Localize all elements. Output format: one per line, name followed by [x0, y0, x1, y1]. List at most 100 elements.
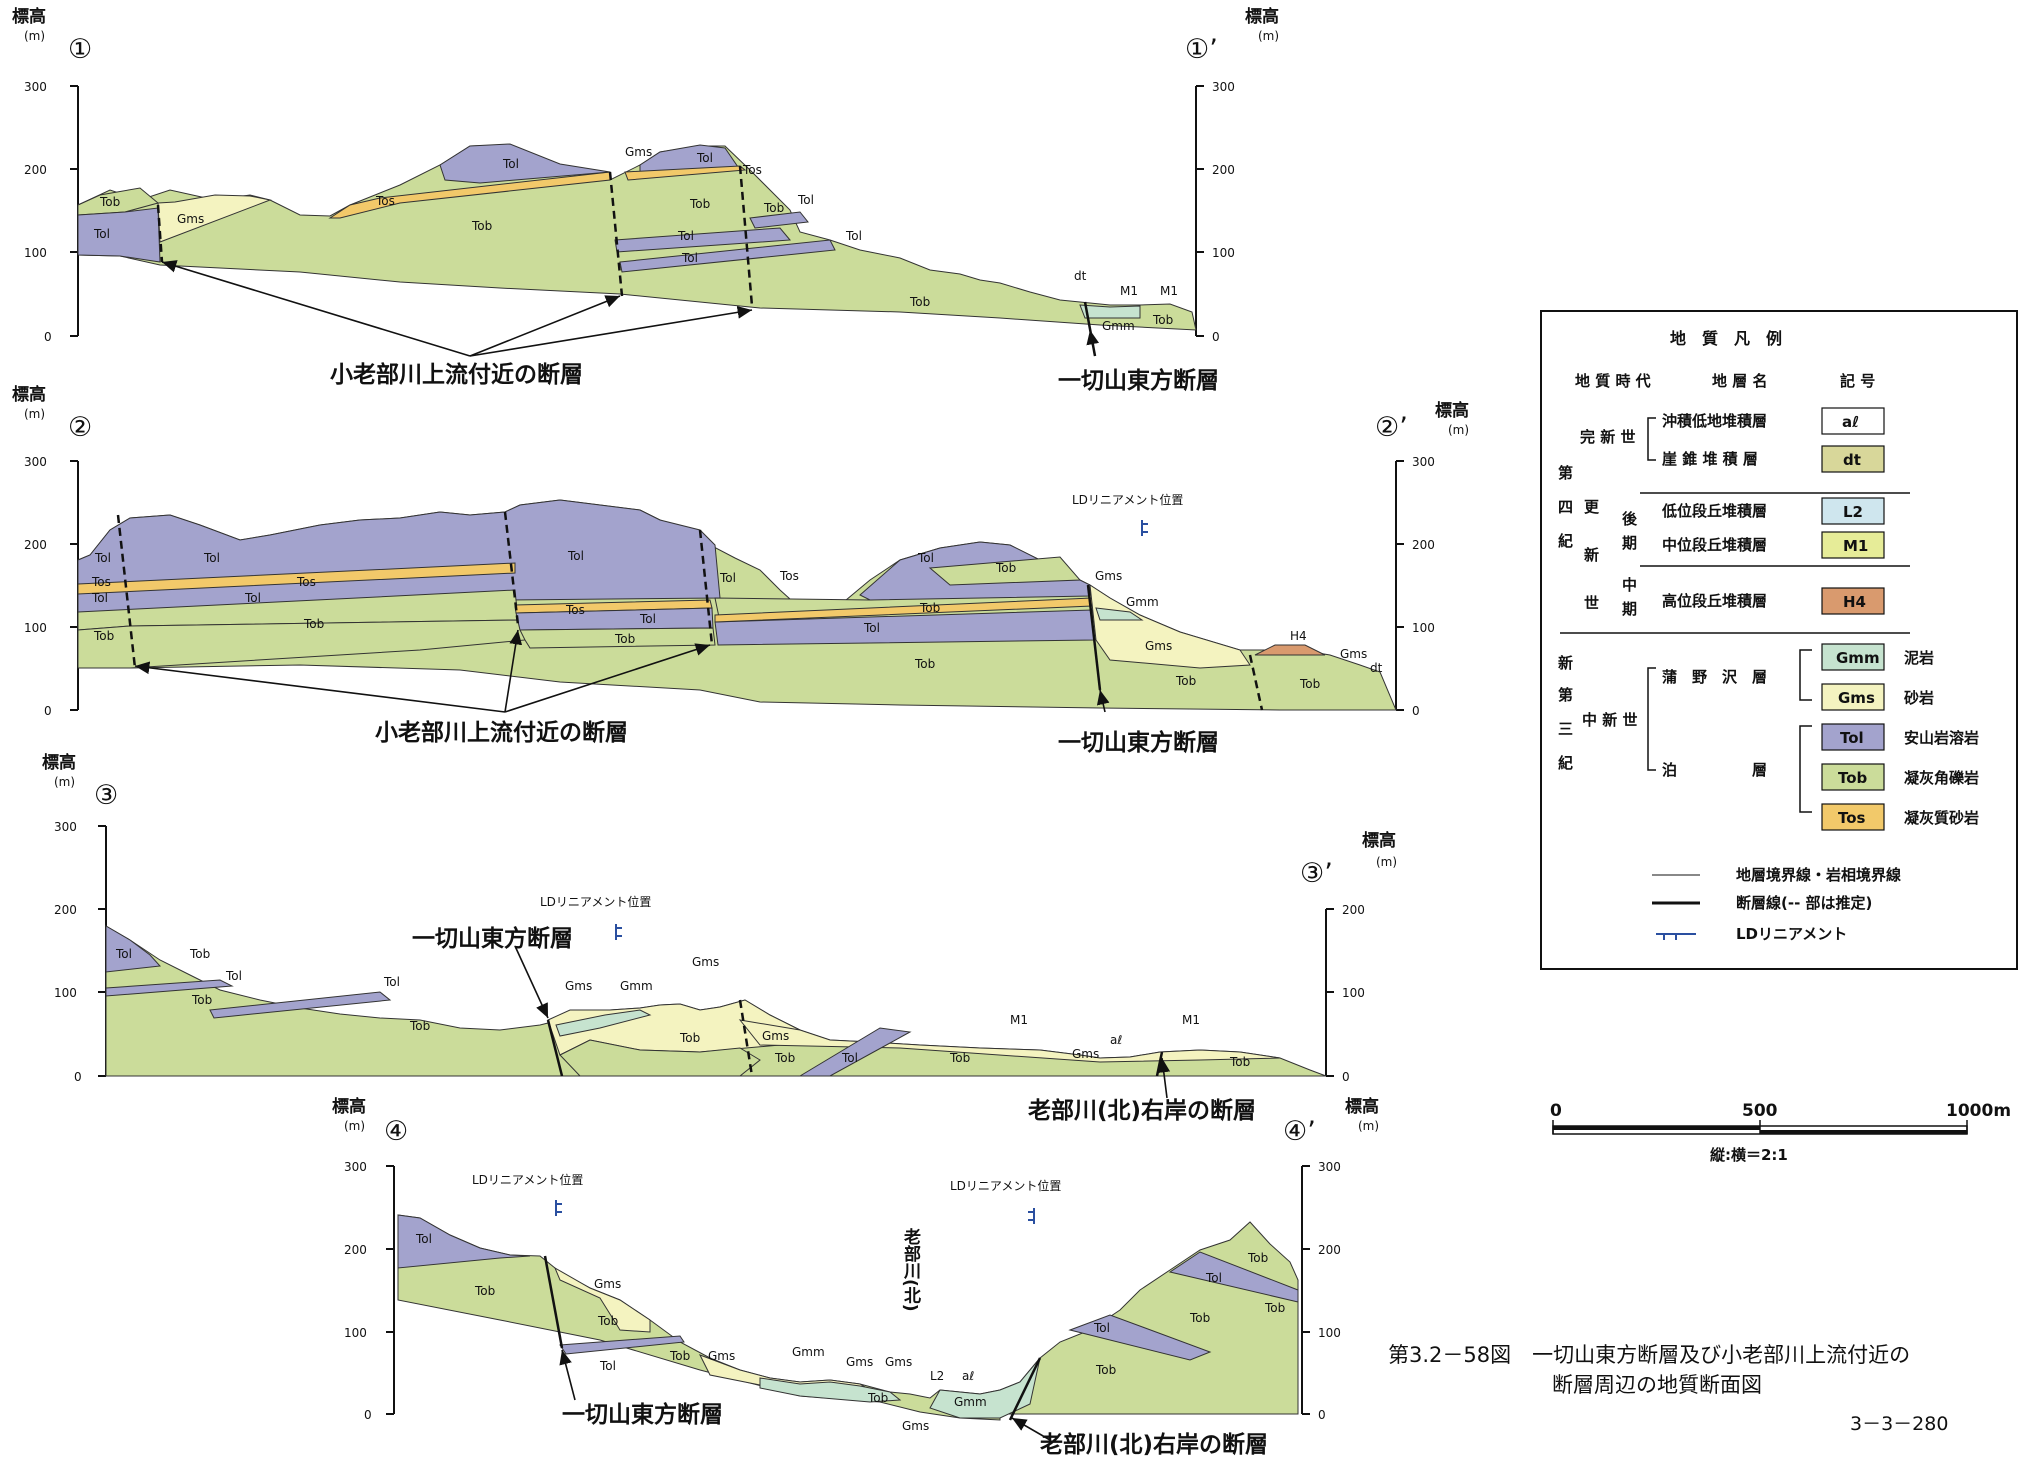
unit-gms: [157, 194, 272, 243]
unit-label: M1: [1010, 1013, 1028, 1027]
legend-symbol: H4: [1843, 593, 1866, 611]
caption-line-1: 第3.2－58図 一切山東方断層及び小老部川上流付近の: [1388, 1343, 1910, 1367]
unit-tos: [77, 562, 516, 595]
unit-label: Gms: [625, 145, 652, 159]
elev-unit: (m): [1258, 29, 1279, 43]
unit-tob: [928, 556, 1082, 586]
unit-label: Tos: [742, 163, 762, 177]
unit-label: Gms: [708, 1349, 735, 1363]
unit-label: Gms: [1072, 1047, 1099, 1061]
unit-label: Tob: [471, 219, 492, 233]
unit-label: M1: [1120, 284, 1138, 298]
unit-label: Tob: [763, 201, 784, 215]
legend-symbol: M1: [1843, 537, 1868, 555]
unit-label: Tob: [1175, 674, 1196, 688]
scale-ratio: 縦:横＝2:1: [1710, 1146, 1788, 1164]
legend-swatch: [1821, 723, 1885, 751]
unit-label: Tob: [995, 561, 1016, 575]
tick-label: 300: [1412, 455, 1435, 469]
unit-label: Tob: [774, 1051, 795, 1065]
tick-label: 0: [1412, 704, 1420, 718]
right-axis: [1301, 1165, 1310, 1415]
legend-swatch: [1821, 407, 1885, 435]
unit-label: Tol: [94, 551, 111, 565]
tick-label: 0: [1318, 1408, 1326, 1422]
unit-label: dt: [1370, 661, 1383, 675]
unit-label: Tob: [303, 617, 324, 631]
unit-label: Tos: [779, 569, 799, 583]
section-4: 標高 (m) ④ 標高 (m) ④’ 300 200 100 0 300 200…: [332, 1096, 1379, 1458]
fault-arrows: [161, 260, 1100, 357]
unit-label: Tob: [409, 1019, 430, 1033]
lineament-symbol: [1028, 1208, 1035, 1224]
tick-label: 100: [1212, 246, 1235, 260]
section-2: 標高 (m) ② 標高 (m) ②’ 300 200 100 0 300 200…: [12, 384, 1469, 756]
unit-label: Tol: [845, 229, 862, 243]
elev-unit: (m): [54, 775, 75, 789]
legend-swatch: [1821, 643, 1885, 671]
unit-label: Tob: [1299, 677, 1320, 691]
era-char: 新: [1558, 654, 1573, 672]
tick-label: 100: [344, 1326, 367, 1340]
unit-label: Gmm: [620, 979, 653, 993]
right-axis: [1325, 908, 1334, 1077]
legend-swatch: [1821, 803, 1885, 831]
unit-tol: [1068, 1314, 1212, 1361]
section-end-marker: ④’: [1283, 1116, 1316, 1147]
legend-symbol: Tob: [1838, 769, 1868, 787]
legend-line-label: 地層境界線・岩相境界線: [1736, 866, 1901, 884]
unit-tob: [77, 619, 526, 669]
fault-label-issekiyama: 一切山東方断層: [412, 925, 573, 952]
tick-label: 300: [344, 1160, 367, 1174]
unit-tol: [749, 211, 809, 229]
figure-caption: 第3.2－58図 一切山東方断層及び小老部川上流付近の 断層周辺の地質断面図 3…: [1388, 1343, 1948, 1435]
unit-label: Tob: [949, 1051, 970, 1065]
era-char: 第: [1558, 686, 1573, 704]
unit-label: Tol: [115, 947, 132, 961]
unit-label: Tol: [1093, 1321, 1110, 1335]
unit-label: Tos: [375, 194, 395, 208]
legend-line-label: 断層線(-- 部は推定): [1736, 894, 1872, 912]
unit-label: Tob: [909, 295, 930, 309]
unit-label: Tob: [191, 993, 212, 1007]
unit-h4: [1254, 644, 1326, 656]
unit-label: Gms: [1095, 569, 1122, 583]
legend-rock: 砂岩: [1904, 689, 1934, 707]
unit-label: Tob: [99, 195, 120, 209]
elev-title: 標高: [1362, 830, 1396, 851]
lineament-label: LDリニアメント位置: [540, 894, 651, 909]
section-end-marker: ①’: [1185, 34, 1218, 65]
unit-label: Tob: [614, 632, 635, 646]
sub-char: 期: [1622, 600, 1637, 618]
unit-label: Gms: [692, 955, 719, 969]
elev-unit: (m): [1448, 423, 1469, 437]
section-end-marker: ③’: [1300, 858, 1333, 889]
unit-gmm: [759, 1377, 902, 1403]
lineament-symbol: [1141, 520, 1148, 536]
fault-arrows: [559, 1349, 1051, 1441]
unit-label: Tob: [1229, 1055, 1250, 1069]
unit-label: Tol: [677, 229, 694, 243]
elev-unit: (m): [1376, 855, 1397, 869]
fault-label-issekiyama: 一切山東方断層: [1058, 367, 1219, 394]
era-char: 四: [1558, 498, 1573, 516]
legend-name: 低位段丘堆積層: [1661, 502, 1767, 520]
legend-name: 高位段丘堆積層: [1662, 592, 1767, 610]
elev-title: 標高: [12, 6, 46, 27]
elev-unit: (m): [24, 29, 45, 43]
tick-label: 200: [54, 903, 77, 917]
unit-label: Tol: [797, 193, 814, 207]
unit-tol: [439, 143, 611, 184]
fault-label-kororobe: 小老部川上流付近の断層: [330, 361, 583, 388]
tick-label: 0: [1342, 1070, 1350, 1084]
unit-label: aℓ: [1110, 1033, 1122, 1047]
unit-label: Tob: [669, 1349, 690, 1363]
unit-label: Gms: [1145, 639, 1172, 653]
left-axis: [70, 85, 79, 337]
unit-label: Tol: [203, 551, 220, 565]
unit-tol: [397, 1214, 531, 1269]
unit-label: Gms: [762, 1029, 789, 1043]
unit-label: Tol: [502, 157, 519, 171]
section-start-marker: ④: [384, 1116, 408, 1147]
unit-label: Tob: [679, 1031, 700, 1045]
